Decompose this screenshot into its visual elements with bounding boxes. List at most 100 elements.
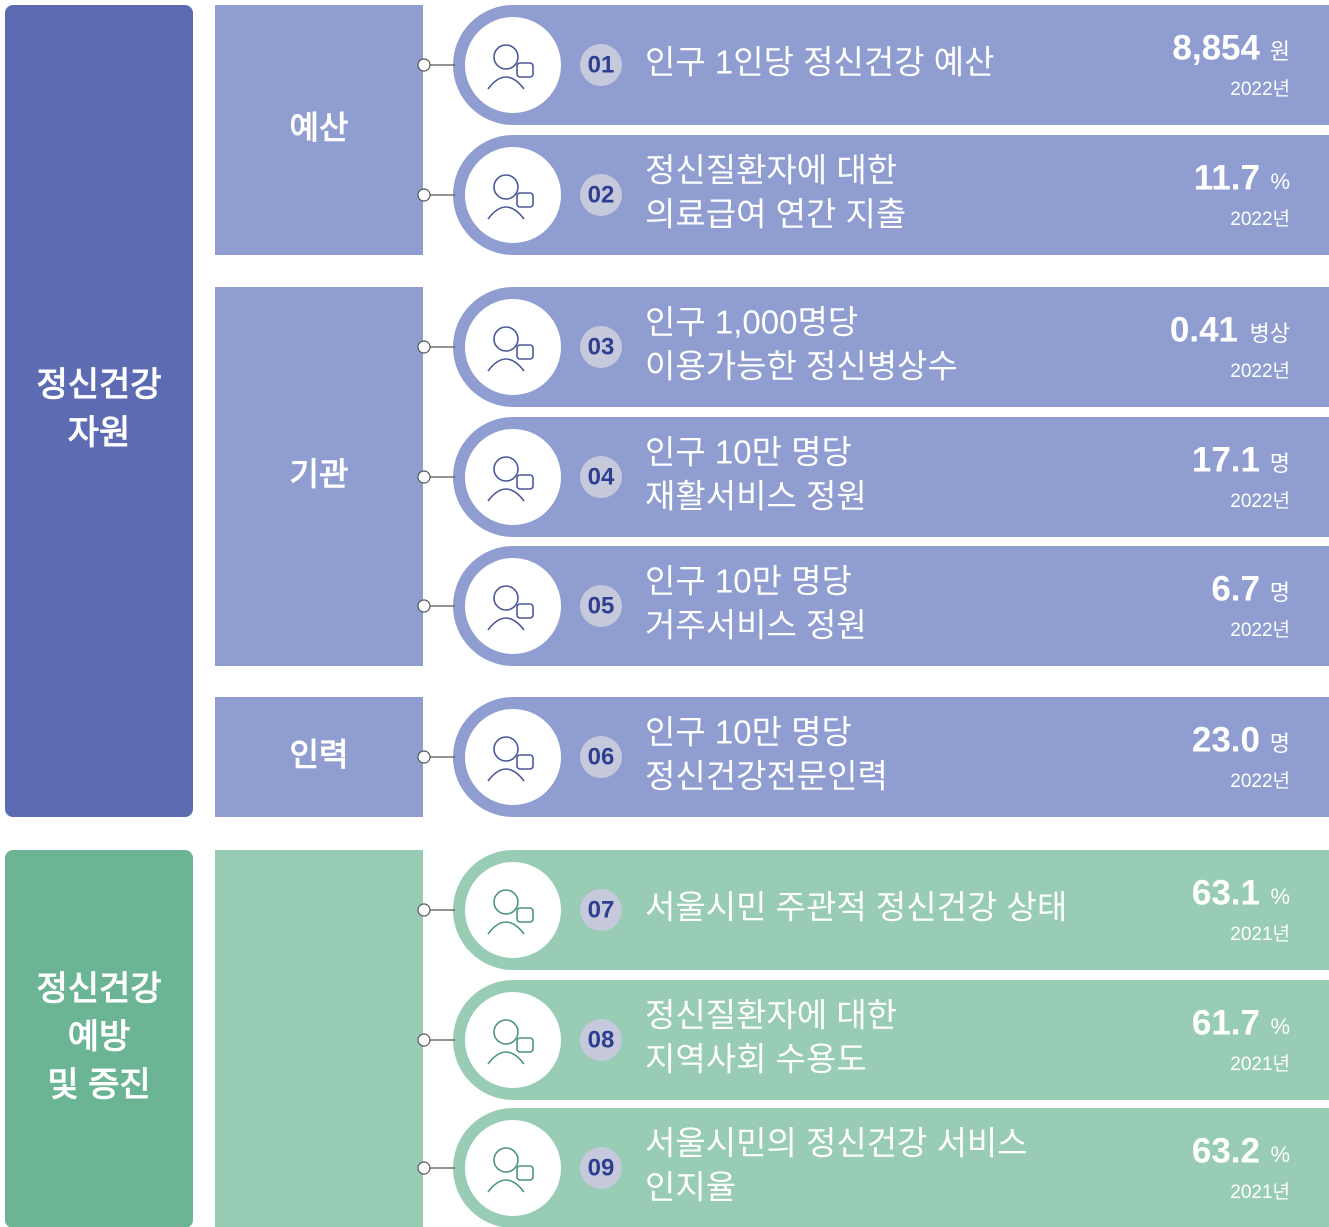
- connector-dot: [417, 58, 431, 72]
- icon-shape: [493, 736, 519, 762]
- item-icon: [487, 174, 534, 220]
- item-number: 02: [588, 181, 615, 208]
- item-label: 인지율: [645, 1169, 736, 1206]
- item-year: 2022년: [1230, 360, 1290, 382]
- icon-circle: [463, 15, 563, 115]
- item-icon: [487, 889, 534, 935]
- item-bar: [453, 417, 1329, 537]
- icon-shape: [487, 617, 525, 631]
- icon-shape: [487, 488, 525, 502]
- item-year: 2022년: [1230, 619, 1290, 641]
- icon-shape: [516, 192, 534, 208]
- item-bar: [453, 546, 1329, 666]
- item-bar: [453, 287, 1329, 407]
- group-title: 자원: [68, 414, 131, 452]
- icon-circle: [463, 707, 563, 807]
- number-badge: [580, 326, 622, 368]
- item-label: 정신건강전문인력: [645, 758, 888, 795]
- item-value: 0.41: [1170, 310, 1238, 349]
- item-year: 2022년: [1230, 770, 1290, 792]
- number-badge: [580, 456, 622, 498]
- item-icon: [487, 1147, 534, 1193]
- item-label: 인구 10만 명당: [645, 714, 852, 751]
- icon-shape: [516, 1165, 534, 1181]
- connector-dot: [417, 340, 431, 354]
- icon-circle: [463, 556, 563, 656]
- icon-circle: [463, 860, 563, 960]
- item-label: 인구 10만 명당: [645, 434, 852, 471]
- item-value: 17.1: [1192, 440, 1260, 479]
- item-year: 2022년: [1230, 490, 1290, 512]
- item-unit: 명: [1270, 580, 1290, 605]
- icon-shape: [493, 456, 519, 482]
- item-unit: 원: [1270, 39, 1290, 64]
- item-number: 06: [588, 743, 615, 770]
- item-unit: %: [1270, 169, 1290, 194]
- subgroup-panel: [215, 697, 423, 817]
- item-value: 63.2: [1192, 1131, 1260, 1170]
- item-value: 61.7: [1192, 1003, 1260, 1042]
- connector-dot: [417, 599, 431, 613]
- group-title: 정신건강: [36, 366, 161, 404]
- item-year: 2022년: [1230, 208, 1290, 230]
- group-title: 및 증진: [47, 1066, 150, 1104]
- item-year: 2021년: [1230, 1053, 1290, 1075]
- connector-dot: [417, 750, 431, 764]
- number-badge: [580, 889, 622, 931]
- item-unit: 병상: [1250, 321, 1290, 346]
- item-value: 8,854: [1172, 28, 1260, 67]
- item-label: 재활서비스 정원: [645, 478, 867, 515]
- icon-shape: [493, 326, 519, 352]
- item-number: 08: [588, 1026, 615, 1053]
- item-label: 정신질환자에 대한: [645, 152, 897, 189]
- icon-shape: [487, 358, 525, 372]
- group-panel: [5, 850, 193, 1227]
- icon-shape: [487, 768, 525, 782]
- icon-shape: [487, 1051, 525, 1065]
- icon-shape: [516, 603, 534, 619]
- icon-shape: [487, 1179, 525, 1193]
- item-unit: %: [1270, 1142, 1290, 1167]
- subgroup-label: 인력: [290, 736, 349, 772]
- item-label: 이용가능한 정신병상수: [645, 348, 958, 385]
- item-icon: [487, 585, 534, 631]
- number-badge: [580, 174, 622, 216]
- icon-shape: [516, 474, 534, 490]
- item-bar: [453, 850, 1329, 970]
- item-icon: [487, 1019, 534, 1065]
- number-badge: [580, 585, 622, 627]
- icon-shape: [516, 907, 534, 923]
- item-label: 지역사회 수용도: [645, 1041, 867, 1078]
- icon-shape: [516, 344, 534, 360]
- item-bar: [453, 1108, 1329, 1227]
- item-label: 인구 1인당 정신건강 예산: [645, 44, 994, 81]
- number-badge: [580, 1019, 622, 1061]
- icon-shape: [493, 1019, 519, 1045]
- subgroup-label: 예산: [290, 109, 349, 145]
- item-unit: 명: [1270, 731, 1290, 756]
- number-badge: [580, 1147, 622, 1189]
- item-value: 11.7: [1194, 158, 1260, 197]
- item-year: 2021년: [1230, 923, 1290, 945]
- icon-shape: [493, 174, 519, 200]
- item-bar: [453, 980, 1329, 1100]
- icon-shape: [487, 206, 525, 220]
- item-value: 63.1: [1192, 873, 1260, 912]
- item-number: 09: [588, 1154, 615, 1181]
- icon-shape: [516, 62, 534, 78]
- item-number: 01: [588, 51, 615, 78]
- icon-circle: [463, 990, 563, 1090]
- icon-circle: [463, 297, 563, 397]
- icon-shape: [516, 754, 534, 770]
- item-icon: [487, 44, 534, 90]
- group-panel: [5, 5, 193, 817]
- icon-shape: [493, 1147, 519, 1173]
- item-label: 서울시민의 정신건강 서비스: [645, 1125, 1028, 1162]
- connector-dot: [417, 188, 431, 202]
- icon-circle: [463, 1118, 563, 1218]
- connector-dot: [417, 1033, 431, 1047]
- number-badge: [580, 44, 622, 86]
- item-icon: [487, 326, 534, 372]
- item-label: 정신질환자에 대한: [645, 997, 897, 1034]
